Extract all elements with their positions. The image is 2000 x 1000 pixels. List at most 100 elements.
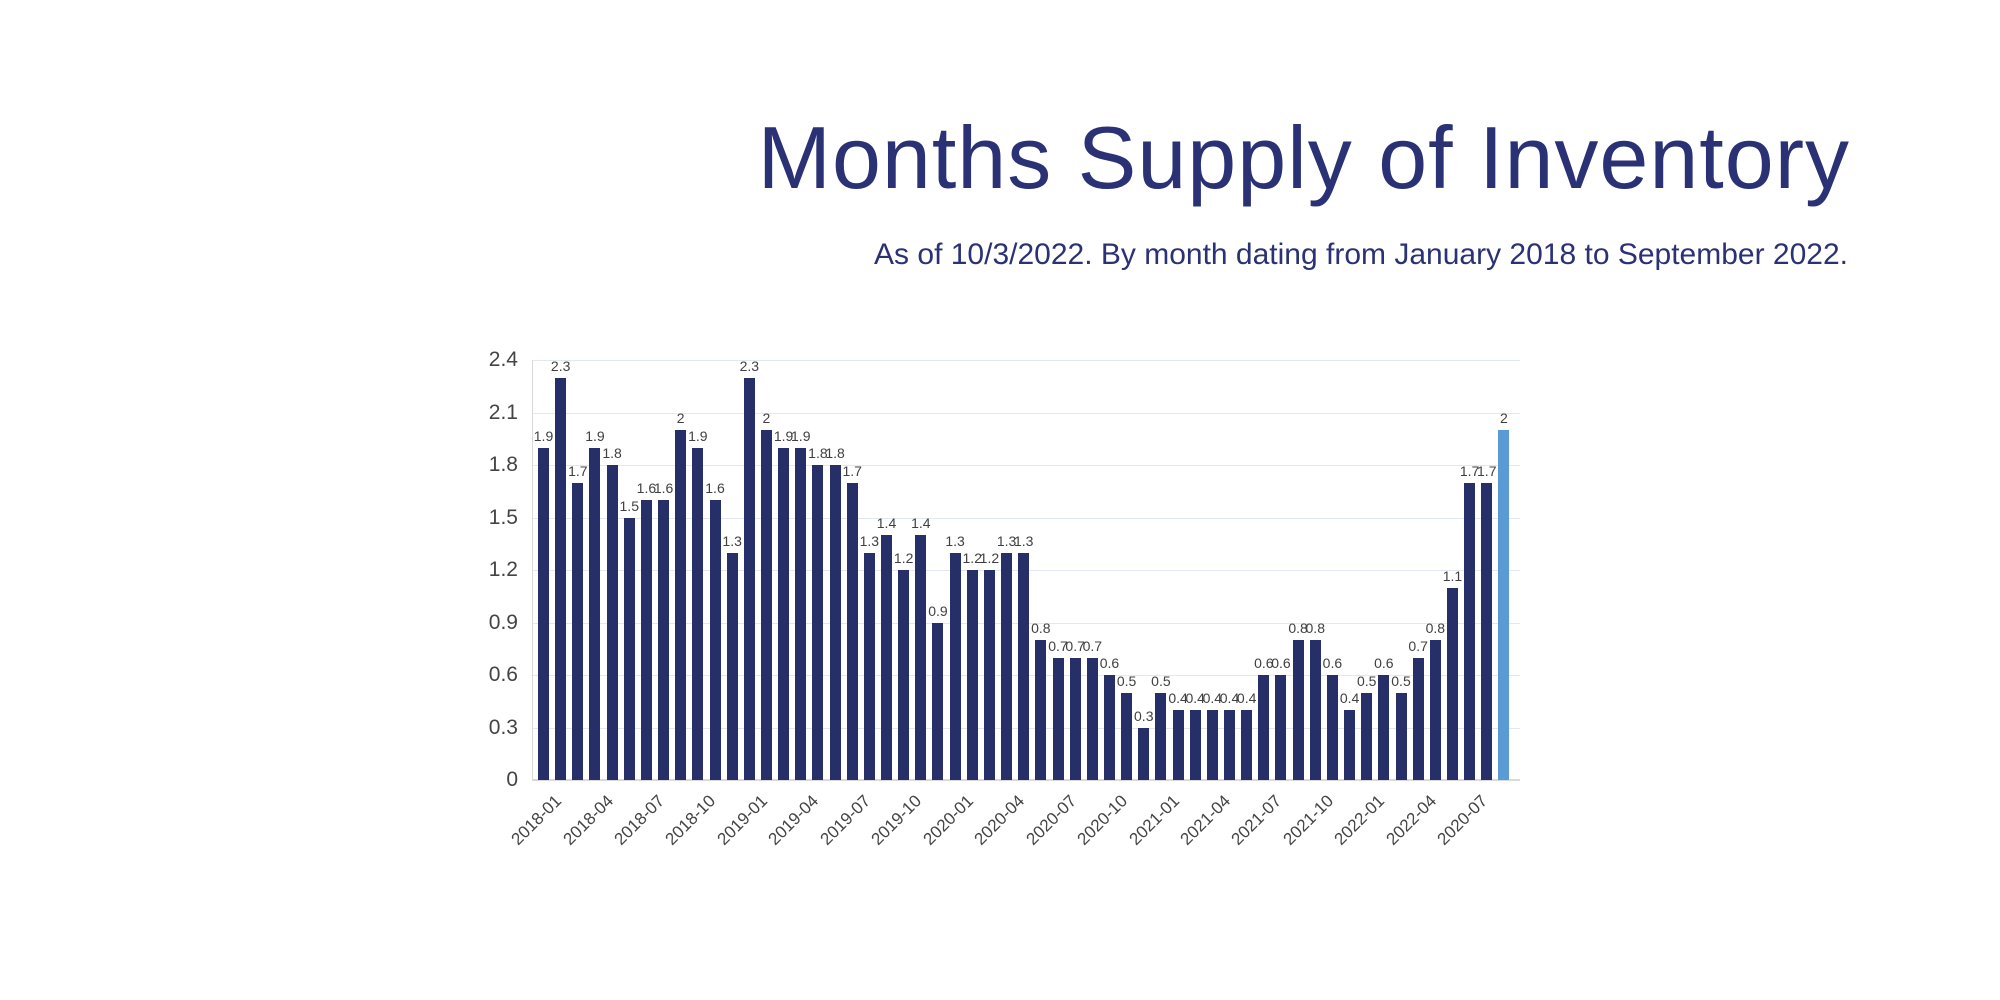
bar-value-label: 0.7 bbox=[1082, 637, 1103, 654]
bar-value-label: 1.9 bbox=[773, 427, 794, 444]
y-tick-label: 1.2 bbox=[488, 558, 518, 581]
bar bbox=[1052, 657, 1064, 780]
bar bbox=[949, 552, 961, 780]
bar-value-label: 0.4 bbox=[1219, 690, 1240, 706]
bar-value-label: 0.4 bbox=[1202, 690, 1223, 706]
bar-value-label: 0.9 bbox=[928, 602, 948, 619]
bar bbox=[846, 482, 858, 780]
bar-value-label: 0.7 bbox=[1065, 637, 1085, 654]
bar-value-label: 0.8 bbox=[1288, 620, 1308, 636]
bar bbox=[1344, 710, 1356, 780]
bar bbox=[1395, 692, 1407, 780]
bar bbox=[606, 465, 618, 780]
bar-value-label: 1.2 bbox=[962, 550, 982, 566]
bar bbox=[658, 500, 670, 780]
bar bbox=[983, 570, 995, 780]
bar bbox=[898, 570, 910, 780]
x-axis-line bbox=[532, 779, 1520, 781]
gridline bbox=[532, 465, 1520, 466]
bar-value-label: 1.7 bbox=[1477, 462, 1497, 479]
bar bbox=[726, 552, 738, 780]
bar-value-label: 0.6 bbox=[1254, 655, 1274, 671]
bar bbox=[1172, 710, 1184, 780]
bar bbox=[1429, 640, 1441, 780]
x-tick-label: 2020-07 bbox=[1433, 791, 1492, 849]
bar bbox=[1378, 675, 1390, 780]
bar-value-label: 0.7 bbox=[1048, 637, 1068, 654]
bar bbox=[709, 500, 721, 780]
bar-value-label: 1.7 bbox=[1459, 462, 1480, 479]
bar bbox=[1103, 675, 1115, 780]
bar bbox=[572, 482, 584, 780]
bar bbox=[1498, 430, 1510, 780]
bar bbox=[863, 552, 875, 780]
bar bbox=[640, 500, 652, 780]
bar bbox=[1018, 552, 1030, 780]
x-tick-label: 2018-01 bbox=[507, 791, 566, 849]
bar bbox=[623, 517, 635, 780]
x-tick-label: 2020-01 bbox=[919, 791, 977, 849]
bar-value-label: 1.4 bbox=[876, 515, 897, 531]
bar-value-label: 0.4 bbox=[1185, 690, 1205, 706]
bar-value-label: 1.7 bbox=[568, 462, 588, 479]
bar-value-label: 0.7 bbox=[1408, 637, 1428, 654]
bar-value-label: 1.4 bbox=[911, 515, 931, 531]
x-tick-label: 2021-10 bbox=[1279, 791, 1337, 849]
y-axis-line bbox=[532, 360, 533, 780]
bar bbox=[881, 535, 892, 780]
chart-subtitle: As of 10/3/2022. By month dating from Ja… bbox=[874, 238, 1848, 271]
x-tick-label: 2022-04 bbox=[1382, 791, 1440, 849]
bar bbox=[1412, 657, 1424, 780]
x-tick-label: 2019-01 bbox=[713, 791, 772, 849]
bar bbox=[1481, 482, 1493, 780]
bar bbox=[1189, 710, 1201, 780]
bar-value-label: 2 bbox=[676, 410, 685, 426]
bar bbox=[1121, 692, 1133, 780]
bar bbox=[1241, 710, 1253, 780]
x-tick-label: 2022-01 bbox=[1330, 791, 1389, 849]
bar bbox=[555, 377, 567, 780]
bar bbox=[1326, 675, 1338, 780]
bar bbox=[1206, 710, 1218, 780]
bar bbox=[743, 377, 755, 780]
x-tick-label: 2019-10 bbox=[867, 791, 926, 849]
bar bbox=[829, 465, 841, 780]
bar-value-label: 1.6 bbox=[636, 480, 657, 496]
bar-value-label: 1.9 bbox=[533, 427, 554, 444]
bar bbox=[1001, 552, 1013, 780]
bar-value-label: 1.6 bbox=[653, 480, 674, 496]
bar bbox=[812, 465, 824, 780]
bar-value-label: 2 bbox=[762, 410, 771, 426]
bar bbox=[932, 622, 944, 780]
x-tick-label: 2019-07 bbox=[816, 791, 874, 849]
bar-value-label: 0.6 bbox=[1322, 655, 1343, 671]
bar-value-label: 0.5 bbox=[1151, 672, 1171, 689]
bar-value-label: 0.8 bbox=[1031, 620, 1051, 636]
bar-value-label: 2 bbox=[1499, 410, 1508, 426]
bar-value-label: 2.3 bbox=[739, 357, 760, 374]
bar-value-label: 0.8 bbox=[1425, 620, 1446, 636]
bar-value-label: 0.6 bbox=[1374, 655, 1394, 671]
bar-value-label: 0.4 bbox=[1168, 690, 1188, 706]
bar-value-label: 1.7 bbox=[842, 462, 862, 479]
bar bbox=[1086, 657, 1098, 780]
bar bbox=[1292, 640, 1304, 780]
bar bbox=[1224, 710, 1235, 780]
bar-value-label: 2.3 bbox=[550, 357, 571, 374]
bar bbox=[1069, 657, 1081, 780]
bar-value-label: 1.9 bbox=[791, 427, 811, 444]
bar bbox=[966, 570, 978, 780]
bar-value-label: 1.2 bbox=[979, 550, 1000, 566]
bar bbox=[1309, 640, 1321, 780]
bar-value-label: 0.3 bbox=[1134, 707, 1154, 724]
x-tick-label: 2018-04 bbox=[559, 791, 617, 849]
bar-value-label: 0.4 bbox=[1236, 690, 1257, 706]
bar bbox=[538, 447, 549, 780]
x-tick-label: 2021-07 bbox=[1227, 791, 1286, 849]
x-tick-label: 2021-01 bbox=[1125, 791, 1183, 849]
bar bbox=[675, 430, 687, 780]
bar-value-label: 1.3 bbox=[1013, 532, 1034, 549]
bar bbox=[760, 430, 772, 780]
